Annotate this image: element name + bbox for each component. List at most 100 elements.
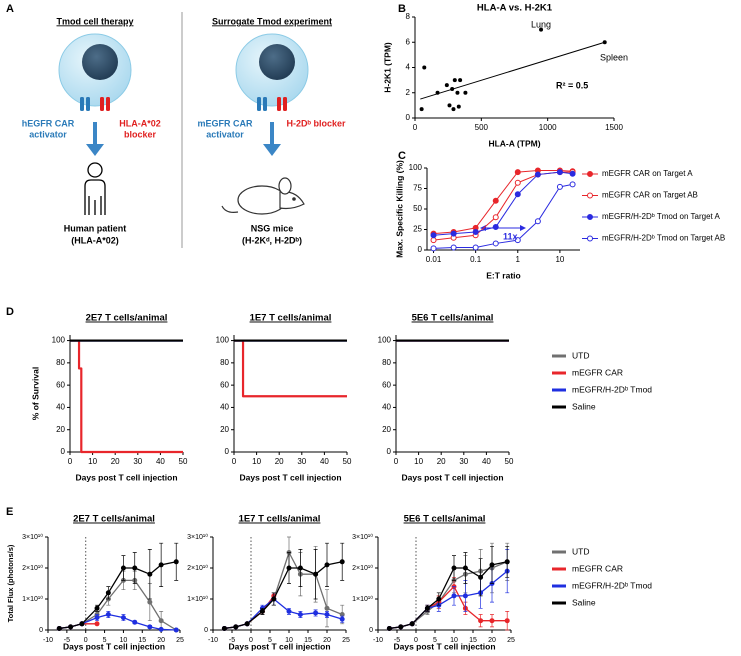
series-line	[234, 339, 347, 398]
heading: Surrogate Tmod experiment	[212, 16, 332, 26]
point	[221, 625, 227, 631]
trendline	[420, 41, 605, 100]
x-tick-label: 40	[320, 457, 329, 466]
point	[534, 171, 541, 178]
receptor	[283, 97, 287, 111]
point	[514, 237, 521, 244]
subject-label: (HLA-A*02)	[71, 235, 119, 245]
point	[455, 90, 460, 95]
arrow-head	[263, 144, 281, 156]
y-tick-label: 0	[39, 627, 43, 634]
point	[436, 596, 442, 602]
subject-label: Human patient	[64, 223, 127, 233]
point	[492, 240, 499, 247]
x-tick-label: 20	[488, 637, 496, 644]
point	[94, 615, 100, 621]
x-tick-label: 0	[414, 637, 418, 644]
y-tick-label: 6	[406, 37, 411, 46]
panel-label: D	[6, 306, 14, 318]
panel-label: E	[6, 506, 13, 518]
y-tick-label: 20	[382, 425, 391, 434]
x-axis-label: Days post T cell injection	[75, 472, 177, 482]
x-axis-label: Days post T cell injection	[393, 641, 495, 651]
y-tick-label: 60	[56, 380, 65, 389]
eye	[292, 197, 296, 201]
point	[569, 181, 576, 188]
person-icon	[84, 162, 106, 215]
point	[492, 214, 499, 221]
nucleus	[82, 44, 118, 80]
x-tick-label: -10	[373, 637, 383, 644]
point	[158, 626, 164, 632]
x-tick-label: 0.01	[426, 255, 442, 264]
head	[87, 162, 103, 178]
y-tick-label: 80	[56, 358, 65, 367]
point	[430, 245, 437, 252]
point	[120, 565, 126, 571]
point	[430, 237, 437, 244]
x-tick-label: -5	[229, 637, 235, 644]
x-tick-label: 30	[297, 457, 306, 466]
point	[451, 593, 457, 599]
point	[444, 83, 449, 88]
chart-title: HLA-A vs. H-2K1	[477, 3, 553, 14]
y-axis-label: Total Flux (photons/s)	[6, 544, 15, 622]
point	[386, 625, 392, 631]
x-tick-label: 20	[157, 637, 165, 644]
point	[147, 571, 153, 577]
point	[158, 618, 164, 624]
y-tick-label: 40	[220, 403, 229, 412]
y-tick-label: 80	[220, 358, 229, 367]
series-line	[389, 561, 508, 630]
series-line	[433, 183, 573, 249]
point	[105, 612, 111, 617]
point	[456, 104, 461, 109]
x-tick-label: 20	[111, 457, 120, 466]
point	[430, 232, 437, 239]
series-line	[224, 561, 343, 630]
x-tick-label: 20	[323, 637, 331, 644]
point	[539, 27, 544, 32]
x-tick-label: -10	[208, 637, 218, 644]
series-line	[433, 171, 573, 236]
point	[492, 197, 499, 204]
series-line	[224, 598, 343, 630]
y-tick-label: 100	[52, 336, 66, 345]
y-tick-label: 1×10¹⁰	[352, 595, 373, 603]
chart-title: 5E6 T cells/animal	[412, 313, 494, 324]
y-tick-label: 20	[220, 425, 229, 434]
series-line	[70, 339, 183, 454]
y-tick-label: 100	[409, 163, 423, 172]
x-tick-label: 15	[304, 637, 312, 644]
x-tick-label: 50	[343, 457, 352, 466]
receptor	[263, 97, 267, 111]
receptor	[80, 97, 84, 111]
x-tick-label: 0	[249, 637, 253, 644]
y-tick-label: 0	[369, 627, 373, 634]
point	[462, 565, 468, 571]
point	[398, 624, 404, 630]
point	[462, 593, 468, 599]
point	[286, 608, 292, 614]
point	[132, 619, 138, 625]
blocker-label: HLA-A*02	[119, 118, 161, 128]
x-tick-label: -5	[394, 637, 400, 644]
y-tick-label: 0	[387, 447, 392, 456]
legend-swatch	[587, 192, 593, 199]
point	[514, 179, 521, 186]
x-axis-label: HLA-A (TPM)	[488, 138, 540, 148]
x-tick-label: 10	[120, 637, 128, 644]
y-tick-label: 2×10¹⁰	[22, 564, 43, 572]
y-tick-label: 3×10¹⁰	[352, 533, 373, 541]
point	[422, 65, 427, 70]
activator-label: activator	[206, 129, 244, 139]
subject-label: (H-2Kᵈ, H-2Dᵇ)	[242, 235, 302, 245]
y-tick-label: 60	[220, 380, 229, 389]
x-axis-label: Days post T cell injection	[401, 472, 503, 482]
chart-title: 1E7 T cells/animal	[239, 514, 321, 525]
x-axis-label: Days post T cell injection	[239, 472, 341, 482]
y-tick-label: 80	[382, 358, 391, 367]
x-tick-label: 25	[176, 637, 184, 644]
